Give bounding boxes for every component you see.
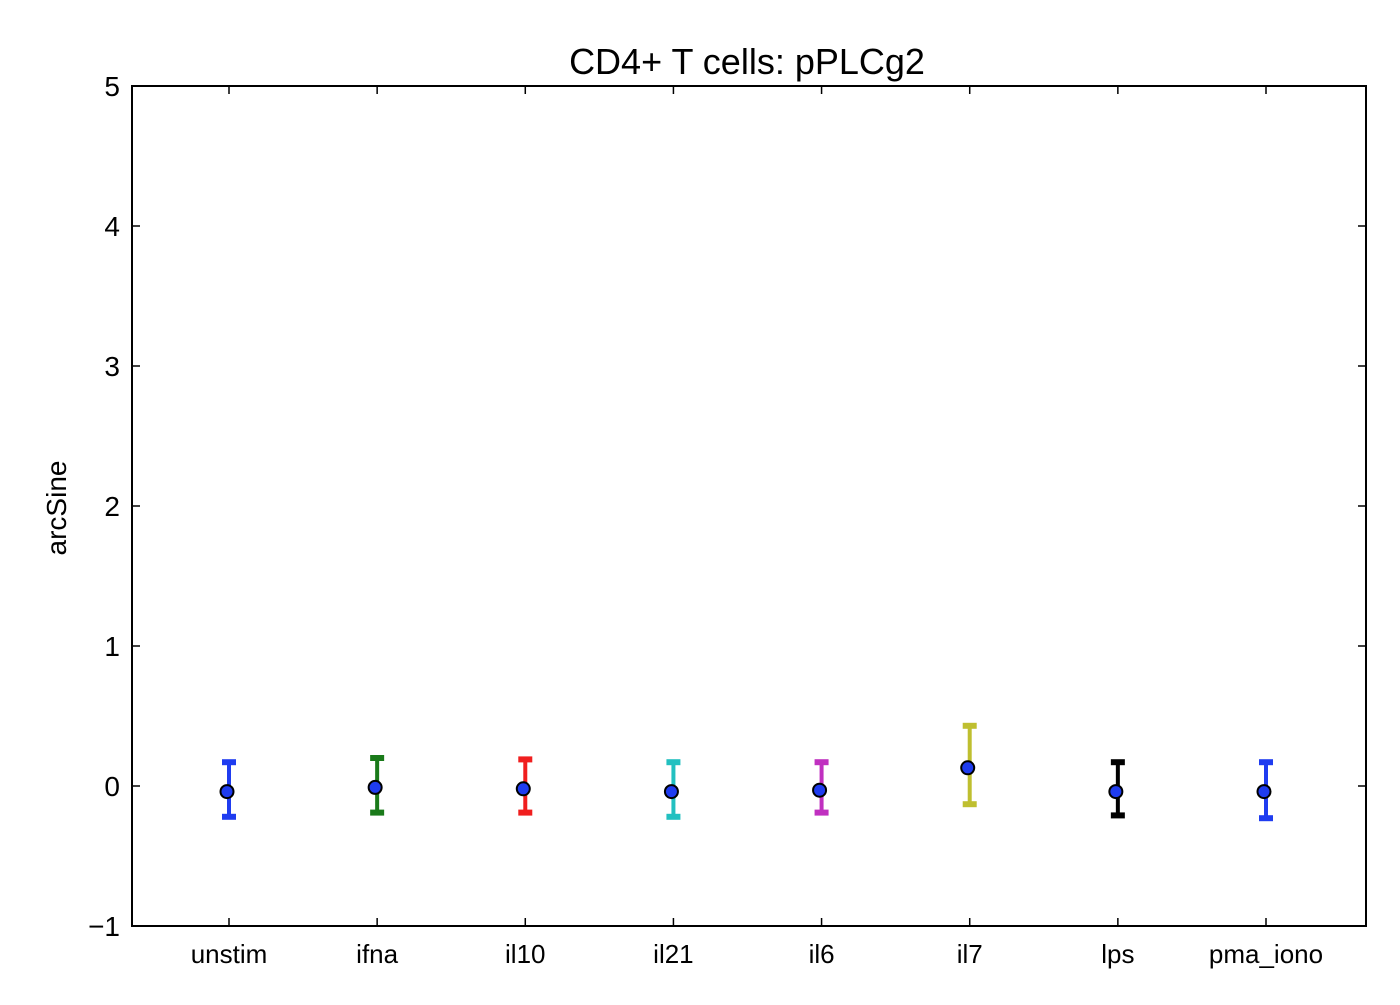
y-tick-label: −1 — [88, 911, 120, 942]
data-point-pma_iono — [1256, 784, 1272, 800]
data-point-ifna — [367, 779, 383, 795]
data-point-il7 — [960, 760, 976, 776]
x-tick-label: il7 — [957, 939, 983, 969]
data-point-il21 — [663, 784, 679, 800]
y-tick-label: 3 — [104, 351, 120, 382]
plot-frame — [131, 85, 1367, 927]
y-tick-label: 2 — [104, 491, 120, 522]
x-tick-label: unstim — [191, 939, 268, 969]
y-tick-label: 4 — [104, 211, 120, 242]
y-tick-label: 0 — [104, 771, 120, 802]
chart-title: CD4+ T cells: pPLCg2 — [569, 41, 925, 82]
x-tick-label: il10 — [505, 939, 545, 969]
data-point-lps — [1108, 784, 1124, 800]
x-tick-label: il6 — [809, 939, 835, 969]
y-tick-label: 1 — [104, 631, 120, 662]
data-point-il10 — [515, 781, 531, 797]
chart-marks: −1 0 1 2 3 4 5 unstim ifna il10 il21 il6 il7 lps pma_i… — [88, 71, 1366, 969]
x-tick-label: il21 — [653, 939, 693, 969]
x-tick-label: ifna — [356, 939, 398, 969]
y-axis-label: arcSine — [41, 461, 72, 556]
data-point-il6 — [812, 782, 828, 798]
x-tick-label: pma_iono — [1209, 939, 1323, 969]
data-point-unstim — [219, 784, 235, 800]
y-tick-label: 5 — [104, 71, 120, 102]
x-tick-label: lps — [1101, 939, 1134, 969]
